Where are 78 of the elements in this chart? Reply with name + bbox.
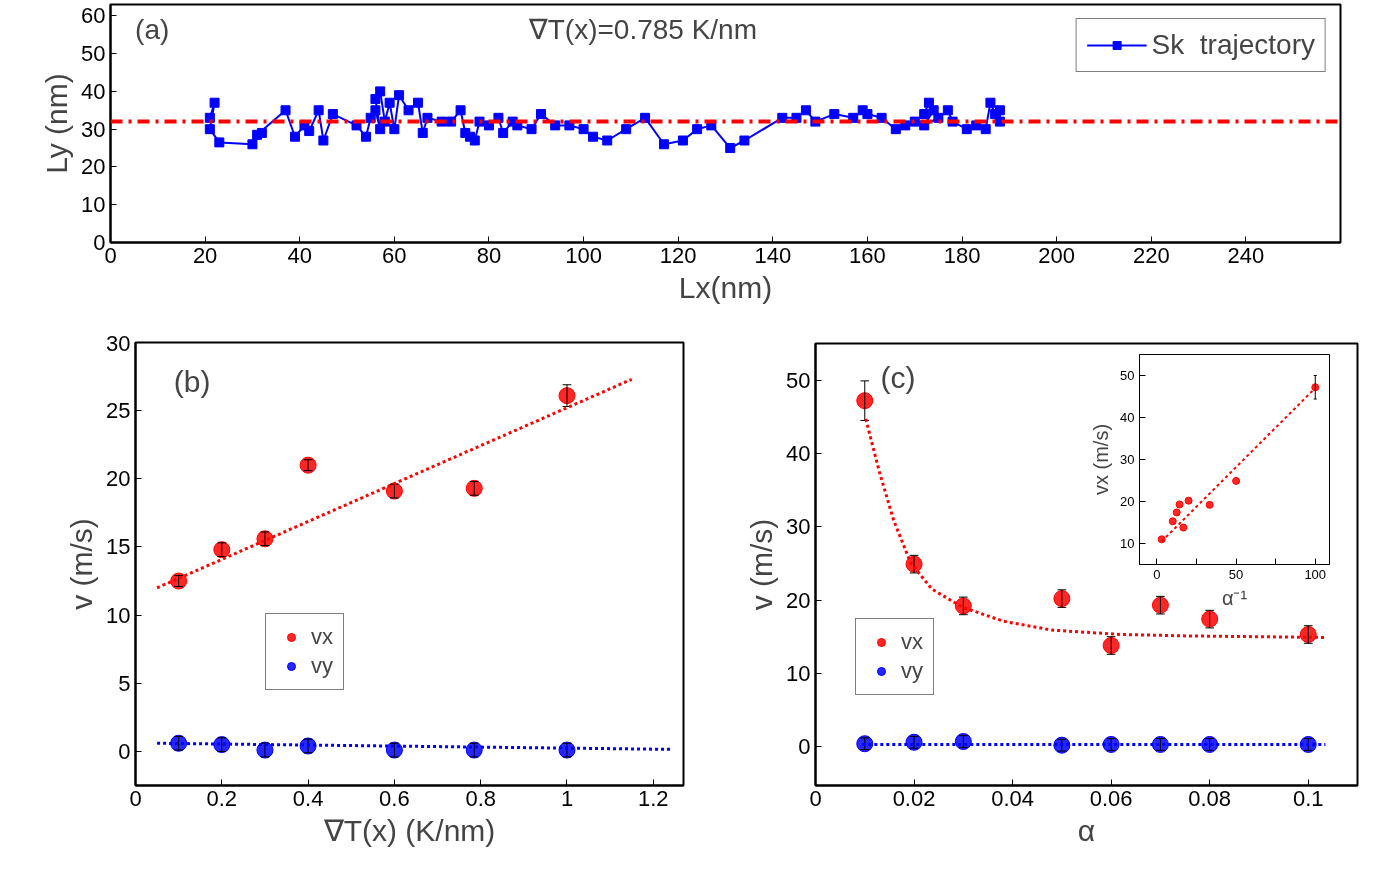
y-tick-label: 40 bbox=[786, 440, 811, 466]
x-tick-label: 60 bbox=[382, 242, 407, 268]
y-tick-label: 20 bbox=[1120, 494, 1135, 509]
y-tick-label: 60 bbox=[81, 3, 106, 29]
x-tick-label: 220 bbox=[1132, 242, 1170, 268]
x-tick-label: 1 bbox=[560, 785, 574, 811]
legend-label: vx bbox=[901, 629, 923, 655]
annotation: ∇T(x)=0.785 K/nm bbox=[527, 14, 758, 46]
y-axis-title: Ly (nm) bbox=[40, 73, 74, 174]
x-tick-label: 100 bbox=[1304, 566, 1327, 582]
x-tick-label: 0.04 bbox=[991, 785, 1035, 811]
point bbox=[1157, 535, 1166, 544]
x-tick-label: 140 bbox=[754, 242, 792, 268]
y-tick-label: 20 bbox=[786, 587, 811, 613]
point bbox=[1151, 596, 1169, 614]
x-tick-label: 240 bbox=[1227, 242, 1265, 268]
y-tick-label: 10 bbox=[81, 192, 106, 218]
y-axis-title: v (m/s) bbox=[745, 518, 779, 611]
annotation: (b) bbox=[173, 364, 211, 398]
y-tick-label: 40 bbox=[1120, 410, 1135, 425]
x-tick-label: 0.02 bbox=[892, 785, 936, 811]
point bbox=[1168, 517, 1177, 526]
y-tick-label: 40 bbox=[81, 78, 106, 104]
y-tick-label: 50 bbox=[1120, 368, 1135, 383]
x-tick-label: 0 bbox=[1153, 566, 1161, 582]
point bbox=[856, 392, 874, 410]
y-tick-label: 0 bbox=[798, 734, 811, 760]
legend-label: Sk trajectory bbox=[1151, 29, 1315, 61]
x-axis-title: α bbox=[1077, 813, 1096, 847]
point bbox=[1205, 500, 1214, 509]
legend-label: vx bbox=[311, 624, 333, 650]
x-tick-label: 1.2 bbox=[638, 785, 669, 811]
y-tick-label: 10 bbox=[786, 660, 811, 686]
point bbox=[1175, 500, 1184, 509]
x-tick-label: 20 bbox=[192, 242, 218, 268]
x-tick-label: 50 bbox=[1228, 566, 1244, 582]
y-tick-label: 20 bbox=[81, 154, 106, 180]
x-axis-title: Lx(nm) bbox=[678, 270, 773, 304]
y-tick-label: 5 bbox=[118, 670, 131, 696]
y-tick-label: 50 bbox=[786, 367, 811, 393]
y-tick-label: 20 bbox=[106, 466, 131, 492]
x-tick-label: 0.06 bbox=[1089, 785, 1133, 811]
x-tick-label: 0.2 bbox=[206, 785, 238, 811]
y-tick-label: 10 bbox=[1120, 536, 1135, 551]
point bbox=[1201, 610, 1219, 628]
point bbox=[1184, 496, 1193, 505]
point bbox=[1172, 508, 1181, 517]
y-tick-label: 50 bbox=[81, 41, 106, 67]
y-tick-label: 0 bbox=[118, 738, 131, 764]
x-tick-label: 0.1 bbox=[1292, 785, 1324, 811]
legend-label: vy bbox=[901, 658, 923, 684]
x-tick-label: 0.08 bbox=[1188, 785, 1232, 811]
x-tick-label: 0.8 bbox=[465, 785, 496, 811]
x-tick-label: 100 bbox=[565, 242, 602, 268]
x-tick-label: 40 bbox=[287, 242, 312, 268]
y-tick-label: 30 bbox=[81, 116, 106, 142]
point bbox=[1232, 476, 1241, 485]
x-tick-label: 120 bbox=[659, 242, 697, 268]
y-axis-title: vx (m/s) bbox=[1090, 423, 1113, 496]
legend-label: vy bbox=[311, 653, 333, 679]
y-tick-label: 30 bbox=[786, 514, 811, 540]
x-axis-title: α⁻¹ bbox=[1221, 586, 1248, 609]
x-axis-title: ∇T(x) (K/nm) bbox=[322, 813, 496, 847]
y-tick-label: 30 bbox=[1120, 452, 1135, 467]
x-tick-label: 0.6 bbox=[379, 785, 410, 811]
y-axis-title: v (m/s) bbox=[65, 518, 99, 610]
x-tick-label: 160 bbox=[849, 242, 886, 268]
annotation: (a) bbox=[135, 14, 170, 46]
x-tick-label: 0.4 bbox=[292, 785, 324, 811]
point bbox=[1179, 523, 1188, 532]
x-tick-label: 200 bbox=[1038, 242, 1076, 268]
y-tick-label: 10 bbox=[106, 602, 131, 628]
x-tick-label: 80 bbox=[476, 242, 502, 268]
x-tick-label: 180 bbox=[943, 242, 981, 268]
annotation: (c) bbox=[880, 361, 916, 395]
y-tick-label: 25 bbox=[106, 398, 131, 424]
y-tick-label: 15 bbox=[106, 534, 131, 560]
y-tick-label: 30 bbox=[106, 330, 131, 356]
